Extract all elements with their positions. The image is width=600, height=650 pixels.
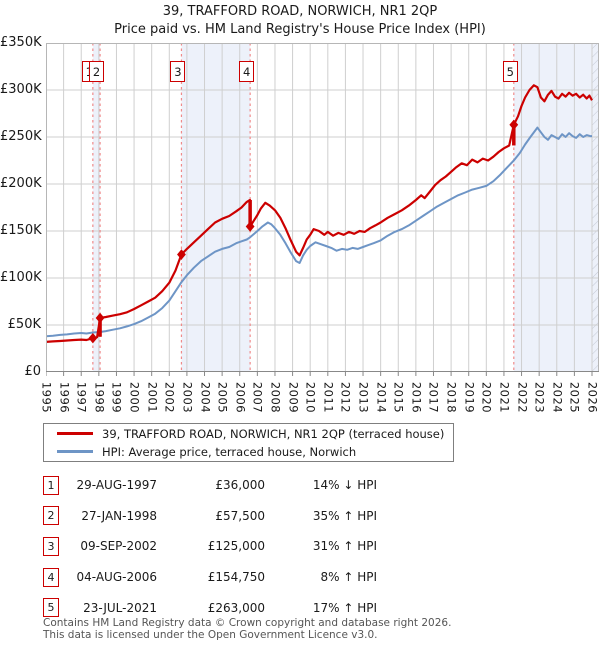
y-axis-label: £200K	[0, 176, 42, 191]
sale-date: 09-SEP-2002	[80, 539, 157, 554]
sale-marker-box: 5	[502, 61, 518, 82]
x-axis-label: 2020	[479, 381, 494, 414]
x-axis-label: 2022	[515, 381, 530, 414]
table-row: 3 09-SEP-2002 £125,000 31% ↑ HPI	[43, 531, 383, 562]
sale-diamond-marker	[509, 119, 519, 130]
sale-date: 29-AUG-1997	[76, 478, 158, 493]
y-axis-label: £350K	[0, 35, 42, 50]
sale-diamond-marker	[88, 332, 98, 344]
sale-number-badge: 4	[43, 567, 59, 587]
x-axis-label: 2025	[567, 381, 582, 414]
sale-price: £154,750	[207, 570, 265, 585]
sale-diamond-marker	[95, 312, 105, 324]
y-axis-label: £150K	[0, 223, 42, 238]
chart-legend: 39, TRAFFORD ROAD, NORWICH, NR1 2QP (ter…	[43, 423, 454, 462]
x-axis-label: 1999	[109, 381, 124, 414]
x-axis-label: 2006	[233, 381, 248, 414]
x-axis-label: 1995	[39, 381, 54, 414]
x-axis-label: 2016	[409, 381, 424, 414]
ownership-period-band	[181, 43, 251, 372]
table-row: 5 23-JUL-2021 £263,000 17% ↑ HPI	[43, 592, 383, 623]
x-axis-label: 2001	[145, 381, 160, 414]
legend-item-hpi: HPI: Average price, terraced house, Norw…	[44, 443, 453, 460]
table-row: 4 04-AUG-2006 £154,750 8% ↑ HPI	[43, 562, 383, 593]
x-axis-label: 2010	[303, 381, 318, 414]
x-axis-label: 2015	[391, 381, 406, 414]
x-axis-label: 2024	[550, 381, 565, 414]
x-axis-label: 2004	[198, 381, 213, 414]
legend-item-price-paid: 39, TRAFFORD ROAD, NORWICH, NR1 2QP (ter…	[44, 425, 453, 442]
footer-licence: This data is licensed under the Open Gov…	[43, 628, 378, 641]
sale-marker-box: 4	[239, 61, 255, 82]
hpi-line	[45, 126, 592, 338]
sale-number-badge: 5	[43, 598, 59, 618]
sale-date: 04-AUG-2006	[76, 570, 158, 585]
x-axis-label: 2003	[180, 381, 195, 414]
sale-price: £263,000	[207, 600, 265, 615]
y-axis-label: £250K	[0, 129, 42, 144]
sale-hpi-comparison: 17% ↑ HPI	[312, 600, 377, 615]
y-axis-label: £0	[24, 364, 41, 379]
sale-date: 23-JUL-2021	[83, 600, 157, 615]
hpi-line-swatch	[57, 450, 93, 453]
sale-number-badge: 1	[43, 475, 59, 495]
sale-hpi-comparison: 8% ↑ HPI	[320, 570, 377, 585]
x-axis-label: 2005	[215, 381, 230, 414]
x-axis-label: 2011	[321, 381, 336, 414]
x-axis-label: 2007	[250, 381, 265, 414]
sale-diamond-marker	[245, 221, 255, 232]
sale-marker-box: 3	[170, 61, 186, 82]
page-subtitle: Price paid vs. HM Land Registry's House …	[114, 22, 486, 37]
sale-price: £36,000	[215, 478, 265, 493]
sale-hpi-comparison: 31% ↑ HPI	[312, 539, 377, 554]
y-axis-label: £50K	[7, 317, 41, 332]
x-axis-label: 2000	[127, 381, 142, 414]
x-axis-label: 2019	[462, 381, 477, 414]
y-axis-label: £300K	[0, 82, 42, 97]
table-row: 2 27-JAN-1998 £57,500 35% ↑ HPI	[43, 501, 383, 532]
table-row: 1 29-AUG-1997 £36,000 14% ↓ HPI	[43, 470, 383, 501]
price-paid-line	[45, 84, 593, 343]
x-axis-label: 2017	[426, 381, 441, 414]
x-axis-label: 1998	[92, 381, 107, 414]
footer: Contains HM Land Registry data © Crown c…	[43, 617, 583, 641]
page-title: 39, TRAFFORD ROAD, NORWICH, NR1 2QP	[162, 4, 438, 19]
x-axis-label: 2002	[162, 381, 177, 414]
ownership-period-band	[92, 43, 101, 372]
future-hatch-band	[592, 43, 599, 372]
x-axis-label: 2012	[338, 381, 353, 414]
sales-table: 1 29-AUG-1997 £36,000 14% ↓ HPI 2 27-JAN…	[43, 470, 383, 623]
footer-copyright: Contains HM Land Registry data © Crown c…	[43, 617, 452, 629]
sale-diamond-marker	[177, 249, 186, 260]
sale-number-badge: 2	[43, 506, 59, 526]
sale-date: 27-JAN-1998	[81, 508, 157, 523]
x-axis-label: 2009	[286, 381, 301, 414]
legend-label-hpi: HPI: Average price, terraced house, Norw…	[102, 444, 357, 459]
price-chart-plot-area	[45, 42, 599, 377]
x-axis-label: 2021	[497, 381, 512, 414]
x-axis-label: 1997	[74, 381, 89, 414]
sale-price: £57,500	[215, 508, 265, 523]
sale-marker-box: 2	[89, 61, 105, 82]
x-axis-label: 1996	[57, 381, 72, 414]
x-axis-label: 2018	[444, 381, 459, 414]
price-chart	[45, 42, 599, 376]
sale-hpi-comparison: 14% ↓ HPI	[312, 478, 377, 493]
x-axis-label: 2026	[585, 381, 600, 414]
x-axis-label: 2023	[532, 381, 547, 414]
sale-number-badge: 3	[43, 536, 59, 556]
x-axis-label: 2013	[356, 381, 371, 414]
sale-hpi-comparison: 35% ↑ HPI	[312, 508, 377, 523]
sale-price: £125,000	[207, 539, 265, 554]
legend-label-price-paid: 39, TRAFFORD ROAD, NORWICH, NR1 2QP (ter…	[102, 426, 445, 441]
x-axis-label: 2014	[374, 381, 389, 414]
price-paid-line-swatch	[57, 432, 93, 435]
y-axis-label: £100K	[0, 270, 42, 285]
x-axis-label: 2008	[268, 381, 283, 414]
